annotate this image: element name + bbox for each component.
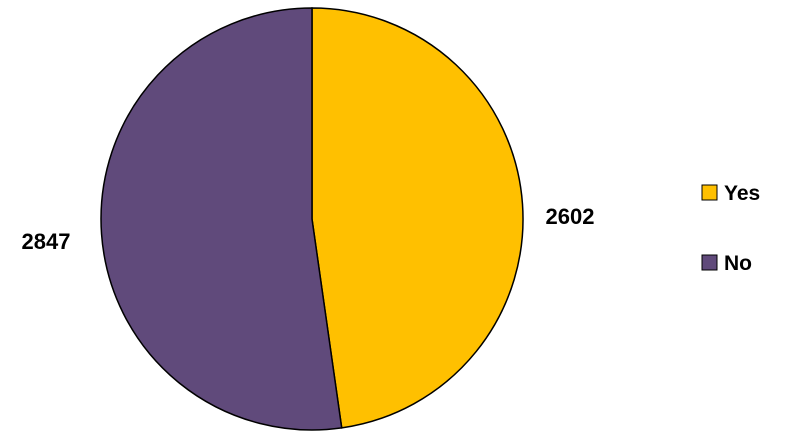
data-label-yes: 2602 — [546, 204, 595, 229]
legend-swatch-yes — [701, 184, 718, 201]
pie-slices — [100, 7, 524, 431]
legend-swatch-no — [701, 254, 718, 271]
data-label-no: 2847 — [22, 229, 71, 254]
data-labels: 2602 2847 — [22, 204, 595, 254]
pie-slice-no — [100, 7, 343, 431]
pie-slice-yes — [311, 7, 524, 429]
legend-label-no: No — [724, 252, 752, 275]
legend-label-yes: Yes — [724, 182, 760, 205]
legend: Yes No — [701, 182, 760, 275]
